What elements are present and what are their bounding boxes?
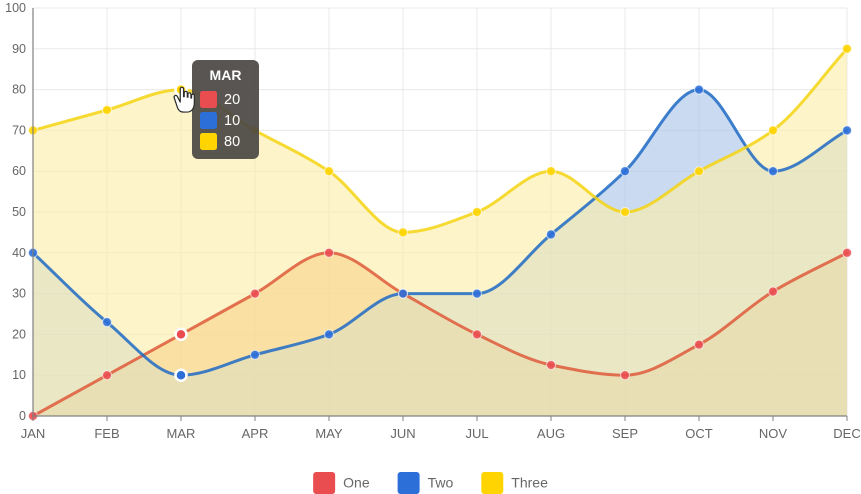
- y-tick-label: 20: [12, 327, 26, 341]
- y-tick-label: 100: [5, 1, 26, 15]
- data-point[interactable]: [323, 329, 335, 340]
- series-line-one: [31, 251, 849, 418]
- x-tick-label: SEP: [612, 426, 638, 441]
- y-axis-tick-labels: 0 10 20 30 40 50 60 70 80 90 100: [5, 1, 26, 423]
- data-point[interactable]: [693, 166, 705, 177]
- data-point[interactable]: [101, 317, 113, 328]
- data-point[interactable]: [841, 125, 853, 136]
- series-data-points[interactable]: [27, 43, 853, 422]
- tooltip-swatch: [200, 91, 217, 108]
- hover-tooltip: MAR 20 10 80: [192, 60, 259, 159]
- tooltip-value: 20: [224, 92, 240, 108]
- x-tick-label: JUN: [390, 426, 415, 441]
- tooltip-swatch: [200, 133, 217, 150]
- y-tick-label: 60: [12, 164, 26, 178]
- data-point[interactable]: [619, 166, 631, 177]
- x-tick-label: FEB: [94, 426, 119, 441]
- data-point[interactable]: [619, 370, 631, 381]
- data-point[interactable]: [841, 247, 853, 258]
- data-point[interactable]: [323, 247, 335, 258]
- data-point[interactable]: [545, 166, 557, 177]
- legend-label: Three: [511, 475, 548, 491]
- data-point[interactable]: [471, 329, 483, 340]
- data-point[interactable]: [101, 104, 113, 116]
- legend-item-two[interactable]: Two: [397, 472, 454, 494]
- data-point[interactable]: [174, 368, 188, 382]
- tooltip-value: 10: [224, 113, 240, 129]
- y-tick-label: 10: [12, 368, 26, 382]
- data-point[interactable]: [471, 206, 483, 218]
- y-tick-label: 80: [12, 83, 26, 97]
- legend-item-three[interactable]: Three: [481, 472, 548, 494]
- legend-label: One: [343, 475, 370, 491]
- y-tick-label: 50: [12, 205, 26, 219]
- series-area-fills: [33, 48, 847, 417]
- pointing-hand-cursor: [173, 86, 195, 113]
- x-tick-label: APR: [242, 426, 269, 441]
- x-tick-label: OCT: [685, 426, 713, 441]
- tooltip-row: 20: [200, 91, 240, 108]
- axis-lines: [32, 8, 848, 421]
- tooltip-value: 80: [224, 134, 240, 150]
- series-area-three: [33, 48, 847, 417]
- legend-label: Two: [428, 475, 454, 491]
- data-point[interactable]: [767, 125, 779, 136]
- data-point[interactable]: [249, 349, 261, 360]
- data-point[interactable]: [323, 166, 335, 177]
- data-point[interactable]: [693, 84, 705, 95]
- data-point[interactable]: [397, 288, 409, 299]
- chart-legend[interactable]: One Two Three: [313, 472, 548, 494]
- x-tick-label: NOV: [759, 426, 788, 441]
- legend-swatch: [481, 472, 504, 494]
- x-tick-label: MAR: [167, 426, 196, 441]
- y-tick-label: 90: [12, 42, 26, 56]
- y-tick-label: 0: [19, 409, 26, 423]
- pointing-hand-cursor: [173, 86, 195, 113]
- y-tick-label: 30: [12, 287, 26, 301]
- tooltip-row: 10: [200, 112, 240, 129]
- tooltip-title: MAR: [210, 67, 242, 83]
- data-point[interactable]: [767, 166, 779, 177]
- x-axis-tick-labels: JAN FEB MAR APR MAY JUN JUL AUG SEP OCT NOV DEC: [21, 426, 861, 441]
- data-point[interactable]: [693, 339, 705, 350]
- data-point[interactable]: [101, 370, 113, 381]
- x-tick-label: MAY: [315, 426, 343, 441]
- x-tick-label: AUG: [537, 426, 565, 441]
- legend-item-one[interactable]: One: [313, 472, 370, 494]
- series-line-two: [31, 88, 849, 377]
- y-tick-label: 70: [12, 123, 26, 137]
- x-tick-label: JAN: [21, 426, 46, 441]
- legend-swatch: [313, 472, 336, 494]
- tooltip-row: 80: [200, 133, 240, 150]
- data-point[interactable]: [545, 359, 557, 371]
- data-point[interactable]: [545, 229, 557, 240]
- data-point[interactable]: [249, 288, 261, 299]
- data-point[interactable]: [841, 43, 853, 54]
- data-point[interactable]: [619, 206, 631, 218]
- legend-swatch: [397, 472, 420, 494]
- data-point[interactable]: [767, 286, 779, 297]
- data-point[interactable]: [397, 227, 409, 238]
- x-tick-label: DEC: [833, 426, 860, 441]
- y-tick-label: 40: [12, 246, 26, 260]
- tooltip-swatch: [200, 112, 217, 129]
- x-tick-label: JUL: [465, 426, 488, 441]
- data-point[interactable]: [174, 327, 188, 342]
- data-point[interactable]: [471, 288, 483, 299]
